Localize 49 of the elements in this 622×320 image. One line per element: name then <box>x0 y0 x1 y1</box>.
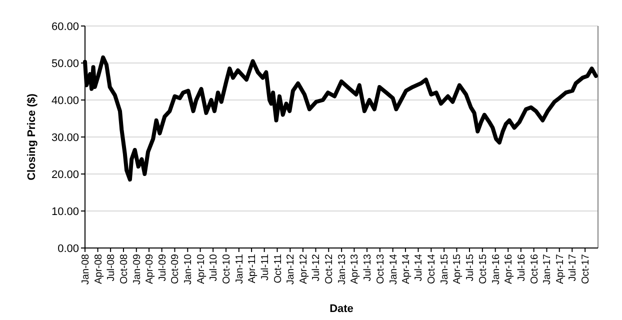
x-tick-label: Jan-16 <box>490 254 502 285</box>
x-tick-label: Jan-11 <box>234 254 246 284</box>
x-tick-label: Apr-17 <box>554 254 566 284</box>
x-tick-label: Oct-15 <box>478 254 489 284</box>
x-tick-label: Jan-14 <box>388 254 400 285</box>
x-tick-label: Apr-16 <box>504 254 515 284</box>
y-tick-label: 0.00 <box>58 242 79 255</box>
y-tick-label: 10.00 <box>51 206 79 218</box>
x-tick-label: Oct-13 <box>375 254 386 284</box>
x-tick-label: Oct-08 <box>118 254 130 284</box>
x-tick-label: Jul-10 <box>208 254 220 282</box>
x-tick-label: Apr-10 <box>196 254 207 284</box>
x-tick-label: Jul-11 <box>260 254 271 280</box>
x-tick-label: Apr-14 <box>400 254 412 284</box>
x-tick-label: Jul-13 <box>362 254 374 282</box>
x-tick-label: Apr-11 <box>247 254 258 284</box>
x-tick-label: Oct-09 <box>170 254 182 284</box>
y-tick-label: 40.00 <box>51 94 79 107</box>
x-tick-label: Jul-14 <box>414 254 425 282</box>
x-tick-label: Jul-12 <box>311 254 322 282</box>
y-axis-title: Closing Price ($) <box>26 93 38 180</box>
x-tick-label: Jan-09 <box>132 254 143 285</box>
x-tick-label: Apr-12 <box>298 254 310 284</box>
x-tick-label: Oct-17 <box>580 254 592 284</box>
x-tick-label: Apr-13 <box>350 254 361 284</box>
x-tick-label: Jan-08 <box>80 254 92 285</box>
x-tick-label: Apr-15 <box>452 254 464 284</box>
x-tick-label: Jan-13 <box>337 254 348 285</box>
x-tick-label: Oct-14 <box>426 254 438 284</box>
x-tick-label: Jul-09 <box>157 254 168 282</box>
x-tick-label: Jan-12 <box>286 254 297 285</box>
x-tick-label: Jan-10 <box>183 254 194 285</box>
x-tick-label: Jul-17 <box>568 254 579 282</box>
x-tick-label: Jul-08 <box>106 254 118 282</box>
y-tick-label: 30.00 <box>51 132 79 144</box>
x-tick-label: Jul-15 <box>465 254 476 282</box>
x-tick-label: Oct-12 <box>324 254 336 284</box>
x-tick-label: Jul-16 <box>516 254 528 282</box>
y-tick-label: 50.00 <box>51 58 79 70</box>
x-tick-label: Jan-17 <box>542 254 554 285</box>
y-tick-label: 20.00 <box>51 168 79 181</box>
x-axis-title: Date <box>330 303 354 315</box>
x-tick-label: Oct-11 <box>272 254 284 284</box>
y-tick-label: 60.00 <box>51 20 79 33</box>
x-tick-label: Oct-16 <box>529 254 540 284</box>
x-tick-label: Apr-08 <box>93 254 104 284</box>
x-tick-label: Apr-09 <box>144 254 156 284</box>
x-tick-label: Oct-10 <box>221 254 232 284</box>
x-tick-label: Jan-15 <box>440 254 451 285</box>
